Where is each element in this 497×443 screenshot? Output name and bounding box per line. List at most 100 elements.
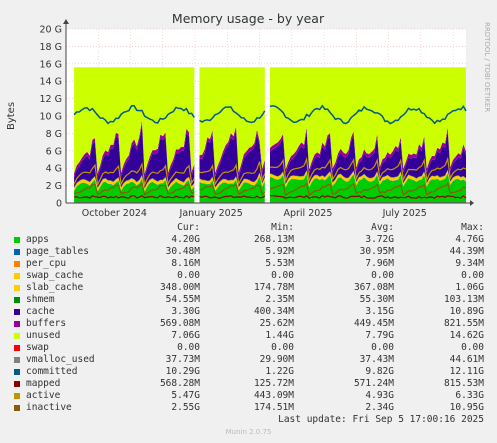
legend-cur: 54.55M <box>165 294 200 305</box>
legend-swatch <box>14 333 20 339</box>
legend-swatch <box>14 393 20 399</box>
legend-min: 400.34M <box>253 306 294 317</box>
legend-avg: 30.95M <box>359 246 394 257</box>
legend-swatch <box>14 369 20 375</box>
y-axis-arrow <box>63 19 69 24</box>
line-committed <box>73 105 195 125</box>
legend-swatch <box>14 249 20 255</box>
area-cache <box>74 123 195 188</box>
legend-min: 1.22G <box>265 366 294 377</box>
legend-min: 174.51M <box>253 402 294 413</box>
legend-avg: 7.96M <box>365 258 394 269</box>
legend-avg: 571.24M <box>353 378 394 389</box>
legend-min: 125.72M <box>253 378 294 389</box>
legend-min: 5.53M <box>265 258 294 269</box>
axis-ticks: 0 2 G 4 G 6 G 8 G 10 G 12 G 14 G 16 G 18 G 20 G Oct… <box>40 25 427 220</box>
legend-label: page_tables <box>26 246 89 257</box>
legend-avg: 3.15G <box>365 306 394 317</box>
y-tick-label: 12 G <box>40 94 62 105</box>
y-tick-label: 0 <box>56 199 62 210</box>
legend-max: 10.89G <box>449 306 484 317</box>
legend-avg: 55.30M <box>359 294 394 305</box>
legend-cur: 2.55G <box>171 402 200 413</box>
legend-swatch <box>14 405 20 411</box>
legend-label: vmalloc_used <box>26 354 95 365</box>
line-committed <box>199 106 266 124</box>
legend-avg: 367.08M <box>353 282 394 293</box>
legend-min: 0.00 <box>271 342 294 353</box>
legend-max: 14.62G <box>449 330 484 341</box>
legend-row-active: active 5.47G 443.09M 4.93G 6.33G <box>0 390 497 402</box>
chart-title: Memory usage - by year <box>172 11 325 26</box>
legend-row-per-cpu: per_cpu 8.16M 5.53M 7.96M 9.34M <box>0 258 497 270</box>
header-cur: Cur: <box>177 222 200 233</box>
area-unused <box>74 67 195 174</box>
legend-row-page-tables: page_tables 30.48M 5.92M 30.95M 44.39M <box>0 246 497 258</box>
legend-swatch <box>14 261 20 267</box>
legend-min: 443.09M <box>253 390 294 401</box>
legend-max: 4.76G <box>455 234 484 245</box>
stack-areas <box>74 67 466 203</box>
legend-swatch <box>14 273 20 279</box>
legend-label: cache <box>26 306 55 317</box>
legend-label: active <box>26 390 61 401</box>
line-mapped <box>269 194 467 199</box>
legend-row-committed: committed 10.29G 1.22G 9.82G 12.11G <box>0 366 497 378</box>
legend-row-vmalloc-used: vmalloc_used 37.73M 29.90M 37.43M 44.61M <box>0 354 497 366</box>
legend-max: 9.34M <box>455 258 484 269</box>
area-shmem <box>74 175 195 189</box>
legend-label: swap_cache <box>26 270 84 281</box>
line-inactive <box>199 183 266 196</box>
legend-label: committed <box>26 366 78 377</box>
legend-max: 0.00 <box>461 270 484 281</box>
area-buffers <box>199 126 265 177</box>
last-update: Last update: Fri Sep 5 17:00:16 2025 <box>278 414 484 425</box>
line-mapped <box>199 195 266 199</box>
legend-label: shmem <box>26 294 55 305</box>
legend-max: 0.00 <box>461 342 484 353</box>
legend-avg: 2.34G <box>365 402 394 413</box>
area-apps <box>270 173 466 203</box>
legend-cur: 10.29G <box>165 366 200 377</box>
legend-row-mapped: mapped 568.28M 125.72M 571.24M 815.53M <box>0 378 497 390</box>
legend-header: Cur: Min: Avg: Max: <box>0 222 497 234</box>
line-inactive <box>73 182 195 196</box>
x-tick-label: January 2025 <box>179 208 243 219</box>
legend-avg: 37.43M <box>359 354 394 365</box>
legend-cur: 348.00M <box>159 282 200 293</box>
legend-max: 815.53M <box>443 378 484 389</box>
y-tick-label: 16 G <box>40 59 62 70</box>
y-tick-label: 2 G <box>46 181 62 192</box>
legend-cur: 8.16M <box>171 258 200 269</box>
area-slab_cache <box>270 170 466 188</box>
line-active <box>73 161 195 188</box>
legend-avg: 3.72G <box>365 234 394 245</box>
legend-avg: 0.00 <box>371 270 394 281</box>
area-page_tables <box>74 178 195 192</box>
line-mapped <box>74 194 195 199</box>
legend-row-swap-cache: swap_cache 0.00 0.00 0.00 0.00 <box>0 270 497 282</box>
legend-row-slab-cache: slab_cache 348.00M 174.78M 367.08M 1.06G <box>0 282 497 294</box>
area-unused <box>199 67 265 173</box>
line-active <box>199 161 266 186</box>
y-tick-label: 8 G <box>46 129 62 140</box>
legend-min: 29.90M <box>259 354 294 365</box>
y-axis-label: Bytes <box>6 102 17 130</box>
line-committed <box>269 104 467 125</box>
area-slab_cache <box>74 175 195 192</box>
legend-max: 821.55M <box>443 318 484 329</box>
x-tick-label: April 2025 <box>283 208 332 219</box>
y-tick-label: 6 G <box>46 146 62 157</box>
legend-cur: 569.08M <box>159 318 200 329</box>
legend-swatch <box>14 309 20 315</box>
legend-avg: 7.79G <box>365 330 394 341</box>
y-tick-label: 4 G <box>46 164 62 175</box>
y-tick-label: 14 G <box>40 77 62 88</box>
legend-min: 1.44G <box>265 330 294 341</box>
legend-cur: 7.06G <box>171 330 200 341</box>
legend-label: apps <box>26 234 49 245</box>
area-unused <box>270 67 466 170</box>
area-apps <box>199 176 265 203</box>
legend-min: 0.00 <box>271 270 294 281</box>
legend-avg: 0.00 <box>371 342 394 353</box>
